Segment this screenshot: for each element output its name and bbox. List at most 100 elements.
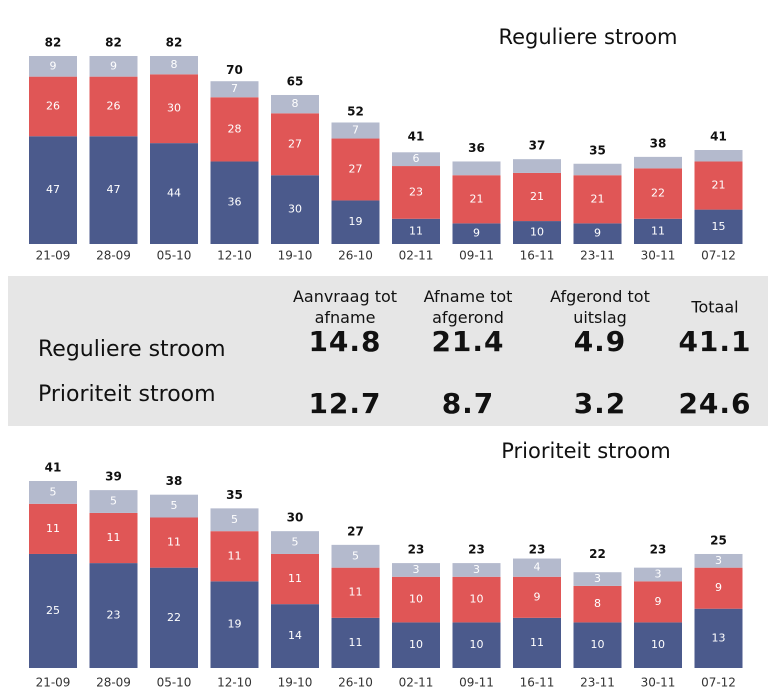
bar-segment: [452, 576, 501, 623]
bar-segment: [331, 200, 380, 244]
total-label: 82: [45, 36, 62, 50]
bar-segment: [634, 156, 682, 169]
x-tick-label: 02-11: [399, 676, 434, 690]
bar-segment: [210, 161, 259, 244]
total-label: 35: [226, 488, 243, 502]
segment-label: 11: [349, 586, 363, 599]
total-label: 38: [166, 474, 183, 488]
bar-segment: [210, 508, 259, 532]
chart-title: Prioriteit stroom: [501, 439, 670, 463]
segment-label: 3: [413, 563, 420, 576]
x-tick-label: 26-10: [338, 249, 373, 263]
segment-label: 10: [470, 638, 484, 651]
segment-label: 10: [409, 638, 423, 651]
segment-label: 26: [46, 99, 60, 112]
x-tick-label: 16-11: [520, 676, 555, 690]
bar-segment: [392, 576, 440, 623]
table-band: [8, 276, 768, 426]
bar-segment: [513, 576, 561, 618]
table-value: 14.8: [308, 325, 381, 358]
bar-segment: [271, 604, 319, 668]
bar-segment: [331, 617, 380, 668]
bar-segment: [89, 512, 138, 564]
bar-segment: [210, 97, 259, 162]
segment-label: 3: [594, 572, 601, 585]
segment-label: 3: [715, 554, 722, 567]
bar-segment: [573, 572, 622, 586]
segment-label: 11: [288, 572, 302, 585]
column-header: Afgerond tot uitslag: [550, 287, 650, 327]
segment-label: 15: [712, 220, 726, 233]
x-tick-label: 21-09: [36, 676, 71, 690]
bar-segment: [452, 563, 501, 577]
bar-segment: [634, 218, 682, 244]
bar-segment: [452, 161, 501, 176]
segment-label: 27: [349, 162, 363, 175]
segment-label: 26: [107, 99, 121, 112]
segment-label: 23: [409, 185, 423, 198]
bar-segment: [89, 136, 138, 244]
total-label: 70: [226, 63, 243, 77]
bar-segment: [150, 143, 198, 244]
segment-label: 11: [228, 549, 242, 562]
table-value: 12.7: [308, 387, 381, 420]
segment-label: 9: [655, 595, 662, 608]
table-value: 41.1: [678, 325, 751, 358]
bar-segment: [150, 56, 198, 75]
bar-segment: [573, 175, 622, 224]
total-label: 82: [105, 36, 122, 50]
bar-segment: [573, 622, 622, 668]
segment-label: 4: [534, 561, 541, 574]
bar-segment: [694, 161, 743, 210]
x-tick-label: 26-10: [338, 676, 373, 690]
segment-label: 11: [651, 224, 665, 237]
table-value: 4.9: [574, 325, 627, 358]
row-label: Prioriteit stroom: [38, 382, 216, 407]
bar-segment: [89, 76, 138, 137]
header-line: Afname tot: [424, 287, 513, 306]
segment-label: 11: [107, 531, 121, 544]
segment-label: 22: [651, 187, 665, 200]
segment-label: 5: [231, 513, 238, 526]
bar-segment: [392, 218, 440, 244]
segment-label: 13: [712, 631, 726, 644]
segment-label: 11: [167, 536, 181, 549]
bar-segment: [573, 585, 622, 623]
segment-label: 11: [349, 636, 363, 649]
segment-label: 10: [591, 638, 605, 651]
segment-label: 8: [171, 58, 178, 71]
segment-label: 30: [288, 203, 302, 216]
column-header: Aanvraag tot afname: [293, 287, 397, 327]
segment-label: 3: [473, 563, 480, 576]
x-tick-label: 28-09: [96, 249, 131, 263]
total-label: 37: [529, 139, 546, 153]
header-line: Afgerond tot: [550, 287, 650, 306]
bar-segment: [392, 166, 440, 219]
total-label: 65: [287, 74, 304, 88]
x-tick-label: 19-10: [278, 249, 313, 263]
total-label: 22: [589, 547, 606, 561]
x-tick-label: 23-11: [580, 676, 615, 690]
segment-label: 6: [413, 152, 420, 165]
header-line: afname: [315, 308, 376, 327]
x-tick-label: 09-11: [459, 249, 494, 263]
x-tick-label: 28-09: [96, 676, 131, 690]
x-tick-label: 12-10: [217, 249, 252, 263]
segment-label: 19: [228, 618, 242, 631]
bar-segment: [150, 517, 198, 568]
x-tick-label: 07-12: [701, 676, 736, 690]
bar-segment: [331, 567, 380, 618]
segment-label: 44: [167, 187, 181, 200]
bar-segment: [29, 481, 77, 504]
row-label: Reguliere stroom: [38, 337, 226, 362]
bar-segment: [634, 567, 682, 582]
x-tick-label: 12-10: [217, 676, 252, 690]
header-line: uitslag: [573, 308, 627, 327]
bar-segment: [392, 622, 440, 668]
total-label: 23: [650, 543, 667, 557]
total-label: 82: [166, 36, 183, 50]
segment-label: 7: [352, 124, 359, 137]
bar-segment: [513, 558, 561, 577]
bar-segment: [452, 223, 501, 244]
segment-label: 5: [352, 549, 359, 562]
